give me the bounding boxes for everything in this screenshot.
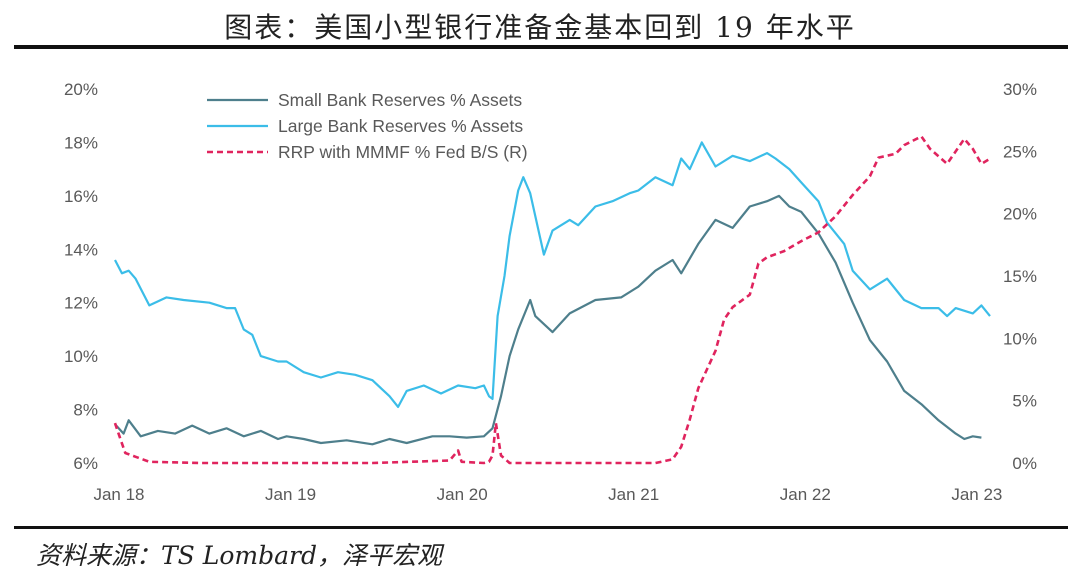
y-left-tick-label: 14%	[64, 240, 98, 259]
y-right-tick-labels: 0% 5% 10% 15% 20% 25% 30%	[1003, 80, 1037, 473]
series-lines	[113, 135, 991, 465]
x-tick-label: Jan 19	[265, 485, 316, 504]
series-line-3	[113, 135, 991, 465]
x-tick-label: Jan 20	[437, 485, 488, 504]
y-left-tick-labels: 6% 8% 10% 12% 14% 16% 18% 20%	[64, 80, 98, 473]
y-right-tick-label: 20%	[1003, 205, 1037, 224]
y-right-tick-label: 25%	[1003, 142, 1037, 161]
y-right-tick-label: 10%	[1003, 329, 1037, 348]
chart-title: 图表：美国小型银行准备金基本回到 19 年水平	[224, 11, 856, 44]
y-left-tick-label: 18%	[64, 133, 98, 152]
legend-label: Small Bank Reserves % Assets	[278, 90, 522, 110]
y-left-tick-label: 8%	[73, 401, 98, 420]
legend-label: Large Bank Reserves % Assets	[278, 116, 523, 136]
x-tick-label: Jan 22	[780, 485, 831, 504]
x-tick-label: Jan 18	[93, 485, 144, 504]
x-tick-label: Jan 23	[951, 485, 1002, 504]
source-note: 资料来源：TS Lombard，泽平宏观	[36, 541, 442, 570]
x-tick-labels: Jan 18 Jan 19 Jan 20 Jan 21 Jan 22 Jan 23	[93, 485, 1002, 504]
y-left-tick-label: 12%	[64, 294, 98, 313]
bottom-rule	[14, 526, 1068, 529]
series-line-2	[114, 141, 991, 408]
y-left-tick-label: 6%	[73, 454, 98, 473]
series-line-1	[114, 194, 982, 446]
y-left-tick-label: 16%	[64, 187, 98, 206]
y-right-tick-label: 0%	[1012, 454, 1037, 473]
y-right-tick-label: 15%	[1003, 267, 1037, 286]
top-rule	[14, 45, 1068, 49]
y-left-tick-label: 20%	[64, 80, 98, 99]
legend-label: RRP with MMMF % Fed B/S (R)	[278, 142, 528, 162]
legend: Small Bank Reserves % Assets Large Bank R…	[207, 90, 528, 162]
y-right-tick-label: 30%	[1003, 80, 1037, 99]
y-right-tick-label: 5%	[1012, 392, 1037, 411]
y-left-tick-label: 10%	[64, 347, 98, 366]
x-tick-label: Jan 21	[608, 485, 659, 504]
